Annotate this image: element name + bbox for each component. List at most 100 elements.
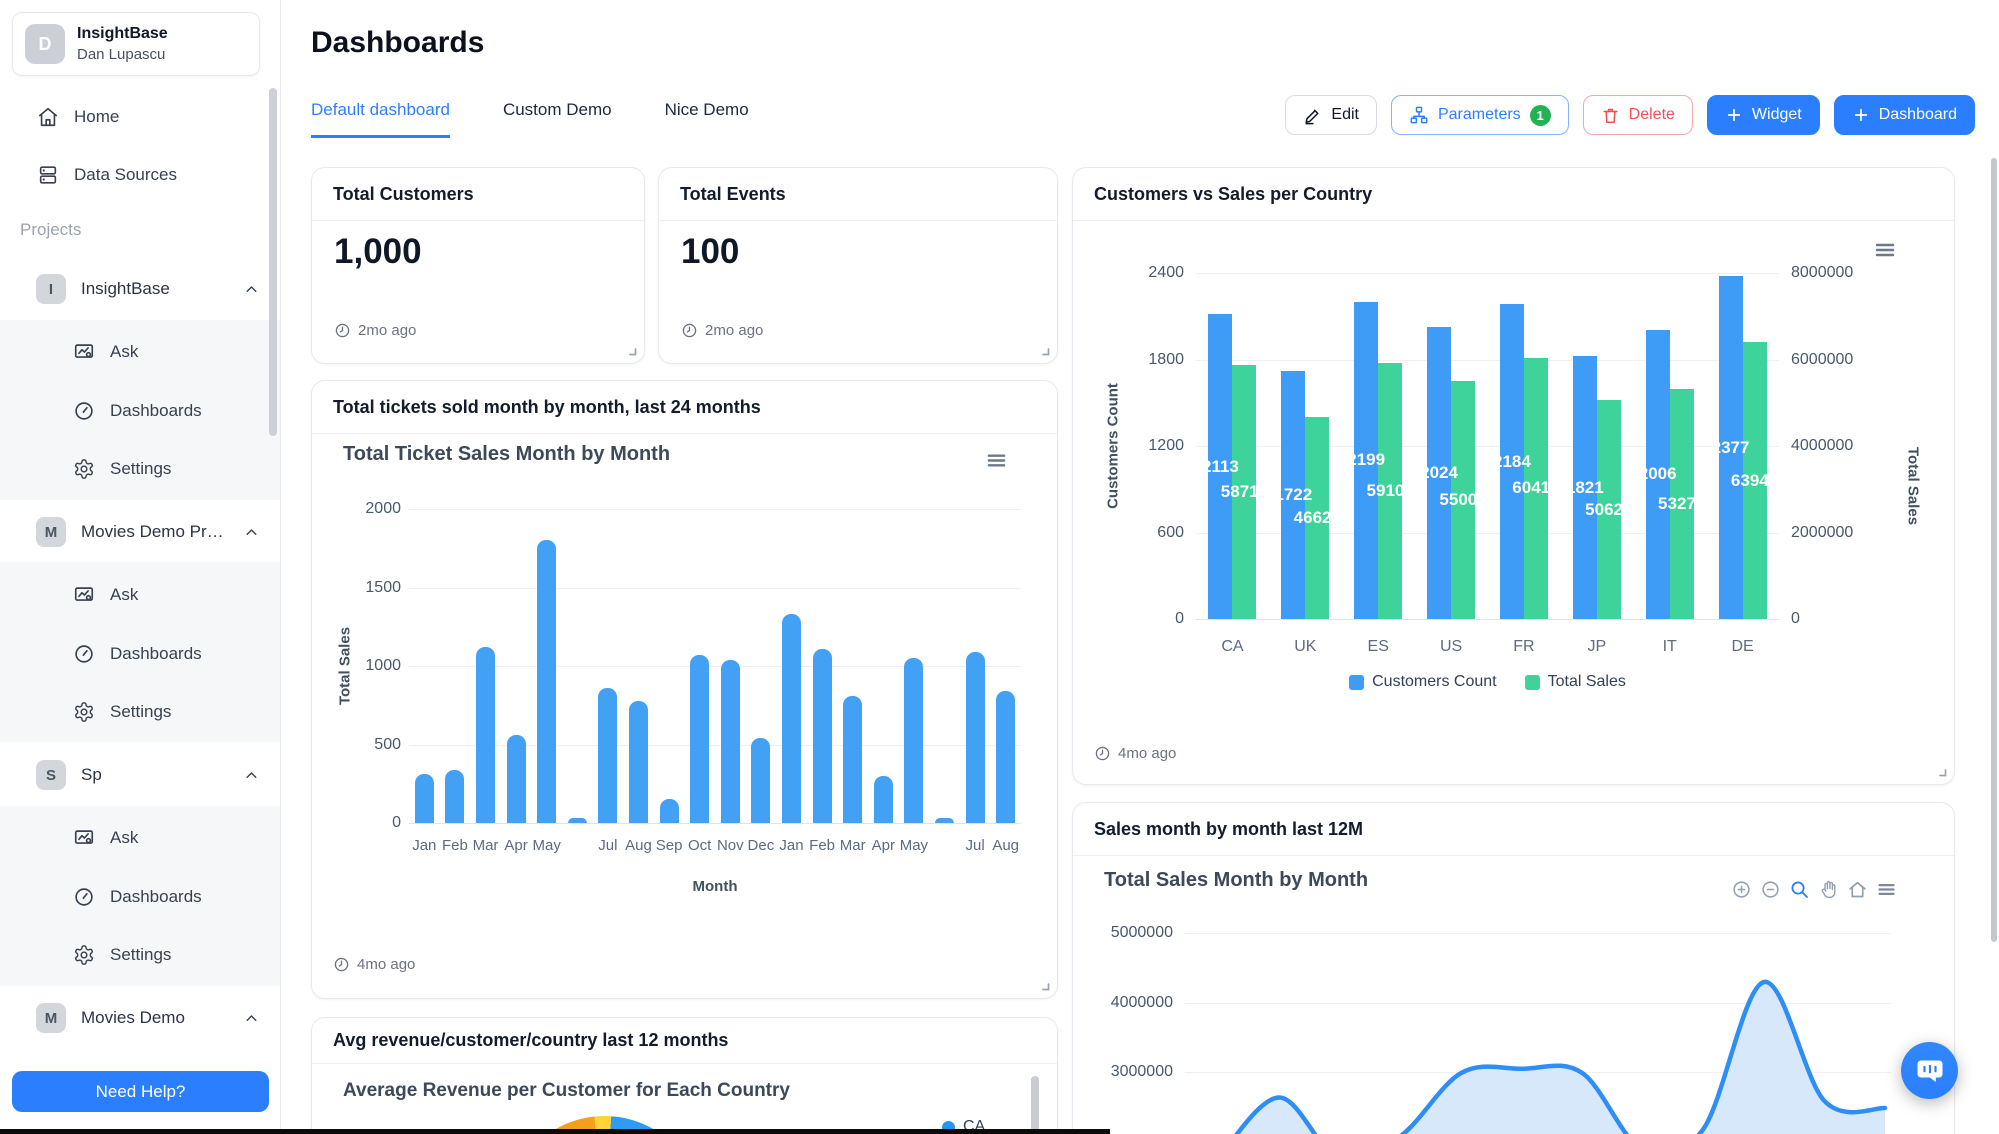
sidebar-item-sp-dashboards[interactable]: Dashboards — [0, 875, 280, 919]
sidebar-item-home[interactable]: Home — [0, 95, 280, 139]
sidebar-project-insightbase[interactable]: I InsightBase — [0, 267, 280, 311]
sidebar-item-insightbase-dashboards[interactable]: Dashboards — [0, 389, 280, 433]
bar-customers-us[interactable] — [1427, 327, 1452, 619]
chart-menu-icon[interactable] — [1876, 879, 1897, 900]
sidebar-item-movies-demo-pro-dashboards[interactable]: Dashboards — [0, 632, 280, 676]
chevron-up-icon[interactable] — [243, 767, 260, 784]
chart-menu-icon[interactable] — [985, 449, 1008, 472]
last-updated: 4mo ago — [1094, 745, 1176, 762]
parameters-button[interactable]: Parameters 1 — [1390, 95, 1569, 135]
last-updated-text: 2mo ago — [705, 322, 764, 339]
reset-axes-icon[interactable] — [1847, 879, 1868, 900]
bar-customers-ca[interactable] — [1208, 314, 1233, 619]
edit-button[interactable]: Edit — [1285, 95, 1377, 135]
sidebar-item-data-sources[interactable]: Data Sources — [0, 153, 280, 197]
resize-handle-icon[interactable] — [1039, 345, 1050, 356]
clock-icon — [333, 956, 350, 973]
card-scrollbar[interactable] — [1031, 1076, 1039, 1134]
add-widget-button[interactable]: Widget — [1706, 95, 1820, 135]
project-avatar: M — [36, 1003, 66, 1033]
bar-month-2[interactable] — [476, 647, 495, 823]
resize-handle-icon[interactable] — [1936, 766, 1947, 777]
sidebar-item-movies-demo-pro-ask[interactable]: Ask — [0, 573, 280, 617]
chevron-up-icon[interactable] — [243, 524, 260, 541]
pan-icon[interactable] — [1818, 879, 1839, 900]
sidebar-item-movies-demo-pro-settings[interactable]: Settings — [0, 690, 280, 734]
bar-month-5[interactable] — [567, 818, 587, 823]
bar-sales-ca[interactable] — [1232, 365, 1257, 619]
bar-customers-de[interactable] — [1718, 276, 1743, 619]
add-dashboard-button[interactable]: Dashboard — [1833, 95, 1975, 135]
sidebar-item-sp-ask[interactable]: Ask — [0, 816, 280, 860]
bar-month-10[interactable] — [720, 659, 740, 823]
chart-menu-icon[interactable] — [1873, 238, 1897, 262]
bar-customers-it[interactable] — [1645, 329, 1670, 619]
workspace-switcher[interactable]: D InsightBase Dan Lupascu — [12, 12, 260, 76]
legend-item-total-sales[interactable]: Total Sales — [1524, 673, 1626, 691]
y-axis-tick-left: 1800 — [1148, 350, 1184, 368]
bar-month-0[interactable] — [414, 774, 434, 823]
tab-custom-demo[interactable]: Custom Demo — [502, 100, 612, 119]
chat-launcher-button[interactable] — [1901, 1042, 1958, 1099]
bar-sales-us[interactable] — [1451, 381, 1476, 619]
chevron-up-icon[interactable] — [243, 1010, 260, 1027]
sidebar-scrollbar[interactable] — [269, 88, 277, 436]
tab-nice-demo[interactable]: Nice Demo — [664, 100, 749, 119]
bar-sales-uk[interactable] — [1305, 417, 1330, 619]
bar-month-8[interactable] — [659, 799, 679, 823]
bar-sales-de[interactable] — [1742, 342, 1767, 619]
gridline — [409, 744, 1021, 746]
delete-button[interactable]: Delete — [1582, 95, 1693, 135]
bar-month-4[interactable] — [537, 540, 557, 823]
bar-month-11[interactable] — [751, 738, 771, 823]
bar-sales-jp[interactable] — [1596, 400, 1621, 619]
bar-customers-fr[interactable] — [1499, 304, 1524, 619]
resize-handle-icon[interactable] — [626, 345, 637, 356]
bar-month-6[interactable] — [598, 687, 618, 823]
bar-month-18[interactable] — [965, 651, 985, 823]
bar-month-17[interactable] — [935, 818, 954, 823]
bar-value-label: 2184 — [1493, 451, 1531, 471]
bar-month-16[interactable] — [904, 658, 924, 823]
sidebar-item-insightbase-ask[interactable]: Ask — [0, 330, 280, 374]
bar-customers-uk[interactable] — [1281, 370, 1306, 619]
bar-month-13[interactable] — [812, 648, 832, 823]
main-scrollbar[interactable] — [1991, 158, 1997, 942]
gridline — [1196, 273, 1779, 274]
legend-item-customers-count[interactable]: Customers Count — [1349, 673, 1497, 691]
zoom-select-icon[interactable] — [1789, 879, 1810, 900]
bar-month-3[interactable] — [506, 735, 526, 823]
bar-month-9[interactable] — [690, 655, 710, 823]
bar-month-15[interactable] — [873, 775, 893, 823]
bar-month-19[interactable] — [996, 691, 1016, 823]
bar-month-1[interactable] — [445, 769, 465, 823]
bar-value-label: 53275 — [1658, 493, 1706, 513]
x-axis-label: Jan — [779, 837, 804, 854]
tab-default-dashboard[interactable]: Default dashboard — [311, 100, 450, 138]
header-actions: Edit Parameters 1 Delete Widget Dashboar… — [1285, 95, 1975, 135]
bar-month-14[interactable] — [843, 695, 863, 823]
bar-value-label: 1722 — [1274, 484, 1313, 504]
bar-sales-it[interactable] — [1669, 388, 1694, 619]
chevron-up-icon[interactable] — [243, 281, 260, 298]
x-axis-label: May — [899, 837, 929, 854]
bar-month-7[interactable] — [629, 700, 648, 823]
ask-icon — [73, 827, 95, 849]
x-axis-title: Month — [692, 878, 738, 895]
bar-month-12[interactable] — [782, 614, 801, 823]
sidebar-project-sp[interactable]: S Sp — [0, 753, 280, 797]
project-name: Sp — [81, 765, 102, 784]
zoom-out-icon[interactable] — [1760, 879, 1781, 900]
bar-customers-jp[interactable] — [1572, 356, 1597, 619]
zoom-in-icon[interactable] — [1731, 879, 1752, 900]
need-help-button[interactable]: Need Help? — [12, 1071, 269, 1112]
bar-customers-es[interactable] — [1354, 301, 1379, 619]
sidebar-item-sp-settings[interactable]: Settings — [0, 933, 280, 977]
sidebar-project-movies-demo[interactable]: M Movies Demo — [0, 996, 280, 1040]
resize-handle-icon[interactable] — [1039, 980, 1050, 991]
sidebar-item-insightbase-settings[interactable]: Settings — [0, 447, 280, 491]
card-title: Sales month by month last 12M — [1073, 803, 1954, 856]
bar-sales-fr[interactable] — [1523, 357, 1548, 619]
sidebar-project-movies-demo-pro[interactable]: M Movies Demo Pro… — [0, 510, 280, 554]
bar-sales-es[interactable] — [1378, 363, 1403, 619]
